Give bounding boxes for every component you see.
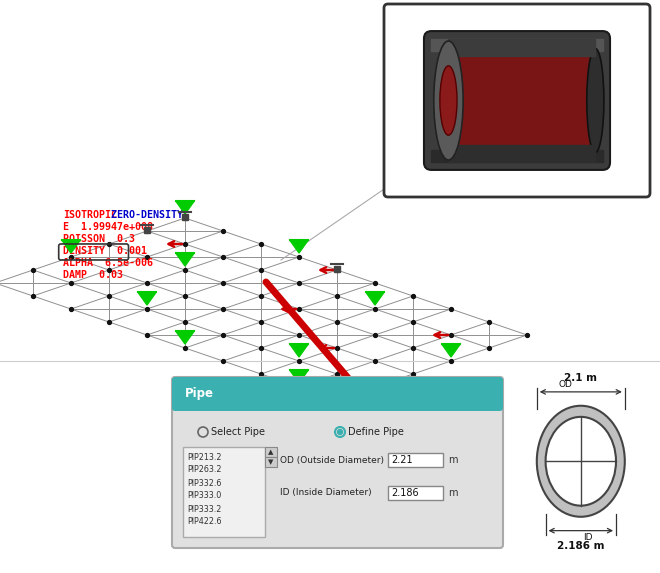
Text: DENSITY  0.001: DENSITY 0.001 [63, 246, 147, 256]
Text: 2.186: 2.186 [391, 488, 418, 498]
Text: OD (Outside Diameter): OD (Outside Diameter) [280, 456, 384, 465]
Polygon shape [62, 241, 80, 253]
Polygon shape [448, 145, 595, 163]
Polygon shape [138, 292, 156, 305]
Text: 2.21: 2.21 [391, 455, 412, 465]
FancyBboxPatch shape [172, 377, 503, 411]
Text: ISOTROPIC: ISOTROPIC [63, 210, 117, 220]
FancyBboxPatch shape [424, 31, 610, 170]
Text: ID (Inside Diameter): ID (Inside Diameter) [280, 489, 372, 497]
Text: m: m [448, 455, 457, 465]
Bar [388, 453, 443, 467]
FancyBboxPatch shape [172, 377, 503, 548]
Polygon shape [290, 344, 308, 357]
Text: Pipe: Pipe [185, 387, 214, 401]
Polygon shape [290, 241, 308, 253]
Text: ▼: ▼ [269, 459, 274, 465]
Polygon shape [176, 331, 194, 344]
Polygon shape [366, 292, 384, 305]
Text: 2.186 m: 2.186 m [557, 541, 605, 551]
Polygon shape [432, 150, 603, 163]
Text: PIP263.2: PIP263.2 [187, 465, 222, 474]
Text: Select Pipe: Select Pipe [211, 427, 265, 437]
Text: POISSON  0.3: POISSON 0.3 [63, 234, 135, 244]
Polygon shape [176, 253, 194, 266]
Circle shape [537, 406, 625, 517]
FancyBboxPatch shape [448, 53, 595, 148]
Text: ID: ID [583, 533, 592, 543]
Ellipse shape [434, 41, 463, 160]
Polygon shape [176, 201, 194, 214]
Bar [388, 486, 443, 500]
Text: OD: OD [558, 380, 572, 389]
Text: PIP422.6: PIP422.6 [187, 517, 222, 527]
Circle shape [337, 430, 343, 434]
Text: DAMP  0.03: DAMP 0.03 [63, 270, 123, 280]
Text: ALPHA  6.5e-006: ALPHA 6.5e-006 [63, 258, 152, 268]
FancyBboxPatch shape [265, 457, 277, 467]
Text: Define Pipe: Define Pipe [348, 427, 404, 437]
Ellipse shape [587, 49, 604, 152]
FancyBboxPatch shape [384, 4, 650, 197]
Circle shape [546, 417, 616, 506]
Bar [183, 447, 265, 537]
Polygon shape [442, 344, 460, 357]
FancyBboxPatch shape [265, 447, 277, 457]
Text: m: m [448, 488, 457, 498]
Polygon shape [290, 370, 308, 383]
Text: PIP333.2: PIP333.2 [187, 504, 221, 513]
Text: E  1.99947e+008: E 1.99947e+008 [63, 222, 152, 232]
Polygon shape [448, 38, 595, 56]
Text: ZERO-DENSITY: ZERO-DENSITY [106, 210, 183, 220]
Ellipse shape [440, 66, 457, 135]
Text: PIP332.6: PIP332.6 [187, 478, 221, 488]
Text: PIP213.2: PIP213.2 [187, 453, 222, 461]
Polygon shape [432, 38, 603, 51]
Text: 2.1 m: 2.1 m [564, 373, 597, 383]
Text: ▲: ▲ [269, 449, 274, 455]
Text: PIP333.0: PIP333.0 [187, 492, 221, 500]
